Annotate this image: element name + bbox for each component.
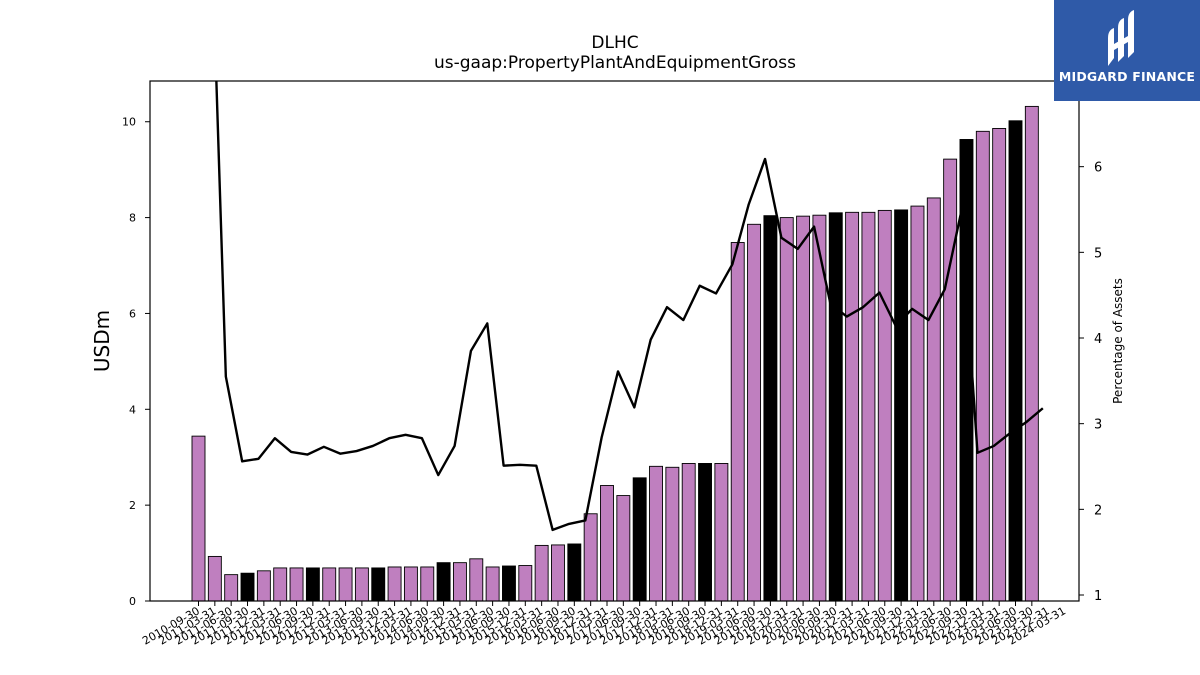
bar bbox=[698, 463, 712, 602]
bar bbox=[551, 544, 565, 602]
brand-logo: MIDGARD FINANCE bbox=[1054, 0, 1200, 101]
bar bbox=[975, 130, 990, 602]
y-tick-label: 6 bbox=[129, 307, 136, 320]
bar bbox=[322, 567, 337, 602]
bar bbox=[502, 565, 516, 602]
bar bbox=[485, 566, 500, 602]
bar bbox=[943, 158, 958, 602]
bar bbox=[616, 495, 631, 602]
y-tick-label: 0 bbox=[129, 595, 136, 608]
y-tick-label: 10 bbox=[122, 116, 136, 129]
bar bbox=[256, 570, 271, 602]
bar bbox=[779, 217, 794, 602]
bar bbox=[469, 558, 484, 602]
bar bbox=[403, 566, 418, 602]
bar bbox=[224, 574, 239, 602]
bar bbox=[420, 566, 435, 602]
bar-layer bbox=[191, 105, 1039, 602]
bar bbox=[796, 215, 811, 602]
y-axis-label: USDm bbox=[90, 310, 114, 372]
bar bbox=[992, 127, 1007, 602]
bar bbox=[910, 205, 925, 602]
midgard-logo-icon bbox=[1108, 10, 1134, 66]
y2-tick-label: 6 bbox=[1094, 161, 1102, 176]
bar bbox=[894, 209, 909, 602]
bar bbox=[763, 215, 778, 602]
bar bbox=[681, 463, 696, 602]
bar bbox=[861, 211, 876, 602]
bar bbox=[338, 567, 353, 602]
bar bbox=[191, 435, 206, 602]
bar bbox=[845, 211, 860, 602]
chart-subtitle: us-gaap:PropertyPlantAndEquipmentGross bbox=[433, 53, 797, 73]
bar bbox=[207, 555, 222, 602]
y2-tick-label: 5 bbox=[1094, 246, 1102, 261]
bar bbox=[600, 485, 614, 602]
y-tick-label: 4 bbox=[129, 403, 136, 416]
bar bbox=[1008, 120, 1023, 602]
y-tick-label: 8 bbox=[129, 212, 136, 225]
bar bbox=[665, 466, 680, 602]
left-y-axis: 0 2 4 6 8 10 bbox=[122, 116, 150, 608]
bar bbox=[926, 197, 941, 602]
bar bbox=[518, 565, 533, 602]
y2-tick-label: 1 bbox=[1094, 589, 1102, 604]
right-y-axis: 1 2 3 4 5 6 bbox=[1079, 161, 1102, 604]
bar bbox=[747, 223, 762, 602]
bar bbox=[1024, 105, 1039, 602]
bar bbox=[730, 242, 745, 602]
bar bbox=[828, 212, 843, 602]
bar bbox=[240, 572, 255, 602]
bar bbox=[649, 465, 663, 602]
bar bbox=[305, 567, 320, 602]
bar bbox=[273, 567, 288, 602]
y2-tick-label: 2 bbox=[1094, 503, 1102, 518]
bar bbox=[583, 513, 598, 602]
y2-tick-label: 4 bbox=[1094, 332, 1102, 347]
brand-name: MIDGARD FINANCE bbox=[1058, 69, 1196, 84]
percentage-line bbox=[215, 81, 1044, 532]
bar bbox=[289, 567, 304, 602]
plot-frame bbox=[149, 80, 1080, 602]
y-tick-label: 2 bbox=[129, 499, 136, 512]
bar bbox=[714, 463, 729, 602]
bar bbox=[534, 544, 549, 602]
bar bbox=[436, 562, 451, 602]
chart-title: DLHC bbox=[591, 33, 639, 53]
bar bbox=[567, 543, 582, 602]
bar bbox=[387, 566, 402, 602]
y2-tick-label: 3 bbox=[1094, 418, 1102, 433]
bar bbox=[877, 209, 892, 602]
bar bbox=[632, 477, 647, 602]
bar bbox=[354, 567, 369, 602]
bar bbox=[452, 562, 467, 602]
x-axis: 2010-09-302011-03-312011-06-302011-09-30… bbox=[140, 601, 1068, 648]
bar bbox=[371, 567, 386, 602]
y2-axis-label: Percentage of Assets bbox=[1111, 278, 1125, 404]
